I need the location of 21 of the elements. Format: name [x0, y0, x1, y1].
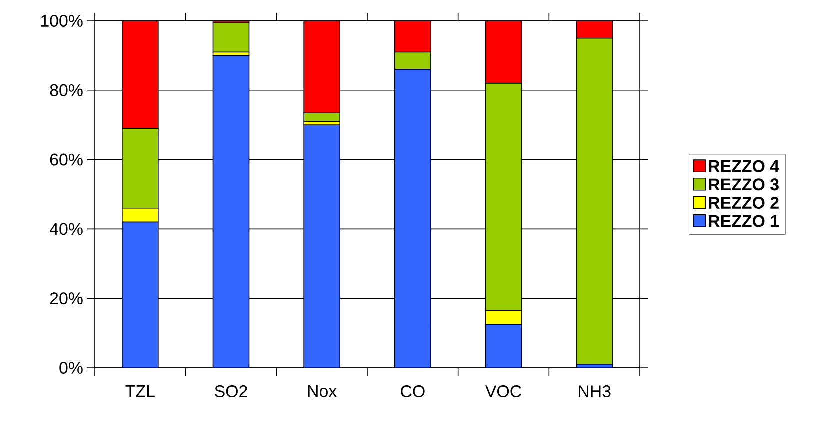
y-tick-label: 60%: [50, 154, 83, 166]
bar: [304, 124, 340, 368]
x-tick-label: Nox: [308, 386, 337, 398]
y-tick-label: 40%: [50, 223, 83, 236]
x-tick-label: SO2: [215, 386, 248, 398]
legend-label: REZZO 4: [709, 160, 780, 172]
x-tick-label: VOC: [485, 386, 522, 398]
legend-label: REZZO 3: [709, 178, 779, 191]
bar: [122, 222, 159, 368]
y-tick-label: 100%: [41, 15, 83, 27]
bar: [394, 69, 432, 368]
bar: [485, 324, 522, 368]
legend-label: REZZO 2: [709, 196, 779, 209]
y-tick-label: 0%: [60, 362, 83, 374]
x-tick-label: TZL: [126, 386, 155, 398]
x-tick-label: NH3: [579, 386, 611, 398]
x-tick-label: CO: [401, 386, 425, 398]
y-tick-label: 80%: [50, 84, 83, 96]
legend-label: REZZO 1: [709, 215, 780, 228]
bar: [212, 55, 250, 368]
y-tick-label: 20%: [50, 292, 83, 305]
